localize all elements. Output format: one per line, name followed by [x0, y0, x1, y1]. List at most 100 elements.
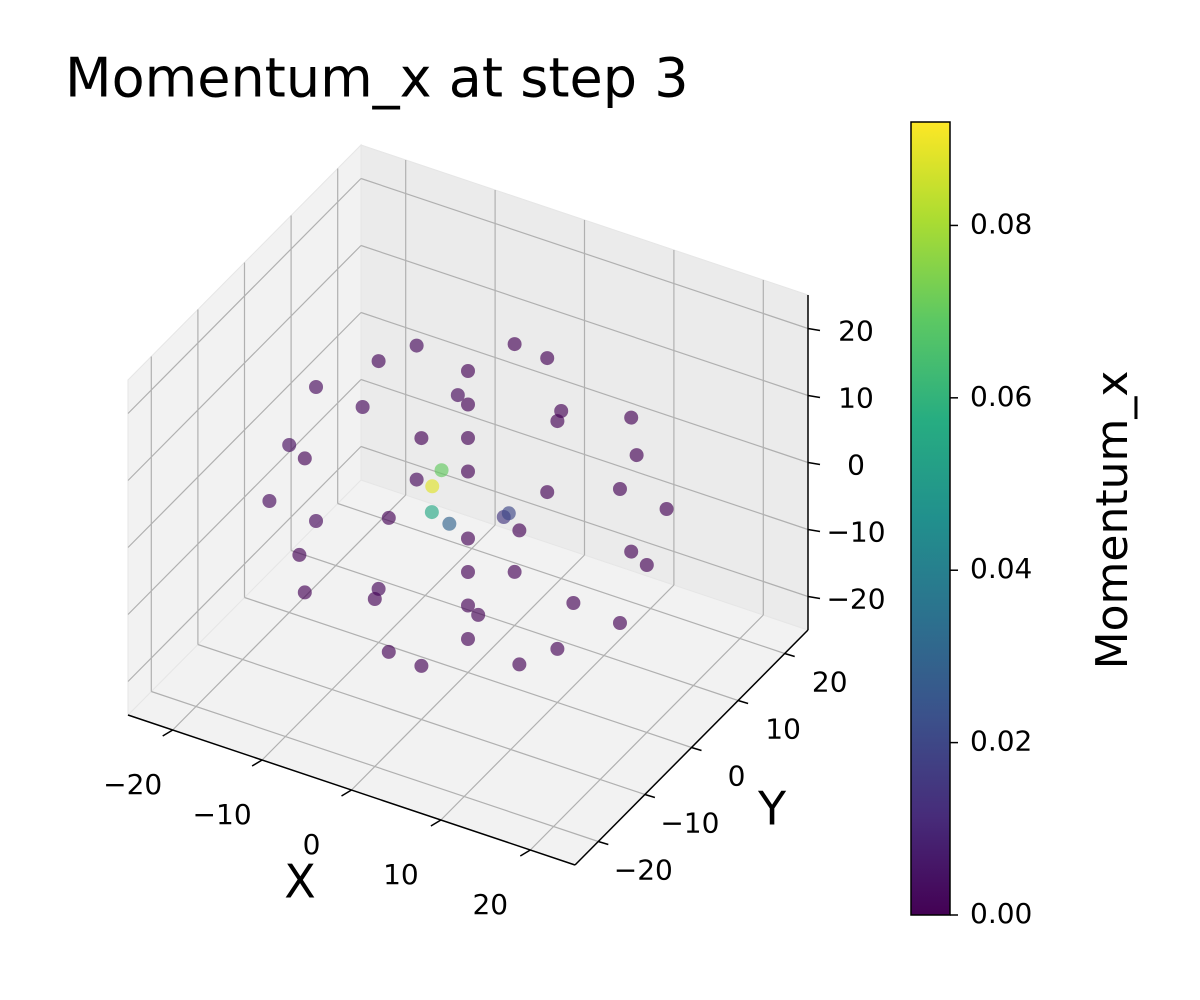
z-tick [807, 327, 821, 332]
point [381, 644, 396, 659]
y-tick [784, 652, 795, 658]
y-tick [644, 793, 656, 799]
point [461, 632, 475, 646]
point [461, 598, 475, 613]
y-tick [737, 699, 749, 705]
grid-line [127, 312, 362, 548]
point [507, 564, 522, 579]
z-tick-label: −10 [826, 516, 885, 549]
x-tick [430, 819, 442, 827]
x-tick-label: 20 [472, 888, 508, 921]
colorbar-label: Momentum_x [1087, 371, 1138, 670]
point [262, 494, 277, 508]
z-tick-label: 10 [838, 382, 874, 415]
point [409, 472, 424, 487]
point [414, 658, 429, 673]
y-axis-line [574, 629, 809, 866]
y-tick-label: 20 [812, 666, 848, 699]
point [414, 431, 429, 446]
point [297, 451, 312, 466]
grid-line [197, 643, 646, 796]
grid-line [127, 446, 362, 682]
point [550, 641, 565, 656]
grid-line [244, 596, 692, 749]
z-tick [807, 461, 821, 466]
x-axis-label: X [284, 855, 316, 909]
point [381, 510, 396, 525]
point [297, 585, 312, 600]
colorbar-tick-label: 0.08 [970, 207, 1032, 240]
point [612, 482, 627, 496]
z-tick [807, 394, 821, 399]
z-tick-label: 20 [838, 315, 874, 348]
point [659, 502, 674, 516]
grid-line [360, 177, 809, 330]
point [442, 516, 457, 531]
point [624, 410, 639, 425]
point [309, 380, 324, 394]
point [461, 364, 475, 378]
point [450, 388, 465, 403]
point [461, 431, 475, 445]
x-tick-label: −20 [103, 768, 162, 801]
x-tick [162, 729, 174, 737]
point [424, 505, 439, 520]
point [471, 607, 486, 622]
z-tick-label: −20 [826, 583, 885, 616]
grid-line [127, 245, 362, 481]
x-tick-label: −10 [193, 798, 252, 831]
grid-line [337, 502, 785, 655]
point [409, 338, 424, 353]
grid-line [127, 178, 362, 414]
point [355, 400, 370, 414]
point [550, 414, 565, 429]
x-tick [519, 849, 531, 857]
point [309, 514, 324, 528]
point [425, 479, 440, 494]
colorbar-tick-label: 0.02 [970, 725, 1032, 758]
point [434, 463, 449, 478]
point [292, 547, 307, 562]
z-tick [807, 528, 821, 533]
point [540, 351, 555, 366]
point [540, 485, 555, 500]
point [371, 354, 386, 369]
y-tick-label: 0 [728, 760, 746, 793]
point [461, 531, 475, 546]
point [461, 397, 475, 412]
grid-line [360, 378, 809, 531]
x-tick [251, 759, 263, 767]
x-tick-label: 0 [303, 828, 321, 861]
y-axis-label: Y [757, 782, 787, 836]
grid-line [360, 244, 809, 397]
point [507, 337, 522, 352]
grid-line [151, 690, 599, 843]
point [501, 506, 516, 521]
colorbar-tick-label: 0.04 [970, 552, 1032, 585]
x-axis-line [127, 714, 576, 866]
x-tick [341, 789, 352, 797]
point [512, 657, 527, 672]
point [461, 565, 475, 579]
point [566, 596, 581, 610]
colorbar [910, 121, 951, 916]
colorbar-tick-label: 0.00 [970, 897, 1032, 930]
point [461, 464, 475, 479]
point [282, 438, 297, 452]
point [639, 558, 654, 572]
point [629, 448, 644, 463]
y-tick-label: −10 [660, 807, 719, 840]
z-tick-label: 0 [847, 449, 865, 482]
x-tick-label: 10 [383, 858, 419, 891]
chart-title: Momentum_x at step 3 [65, 47, 689, 110]
y-tick-label: −20 [614, 854, 673, 887]
point [612, 616, 627, 630]
y-tick [598, 840, 609, 846]
grid-line [290, 549, 739, 702]
point [512, 523, 527, 538]
y-tick-label: 10 [765, 713, 801, 746]
grid-line [127, 379, 362, 615]
colorbar-tick-label: 0.06 [970, 380, 1032, 413]
y-tick [691, 746, 702, 752]
